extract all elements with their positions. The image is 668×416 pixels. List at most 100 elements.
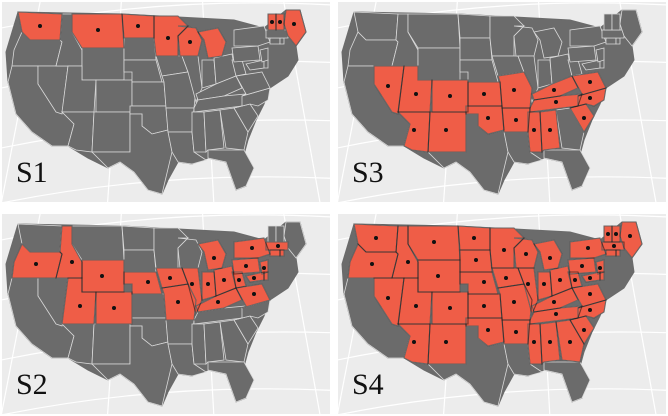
selected-region xyxy=(11,225,289,325)
centroid-dot-mo xyxy=(512,300,516,304)
selected-state-ri xyxy=(279,249,285,257)
selected-state-outline-il xyxy=(181,267,203,316)
centroid-dot-me xyxy=(292,22,296,26)
map-panel-s2: S2 xyxy=(2,214,330,414)
centroid-dot-va xyxy=(588,292,592,296)
state-ar xyxy=(165,107,195,133)
centroid-dot-ms xyxy=(532,128,536,132)
us-map-s3 xyxy=(338,2,666,202)
state-layer xyxy=(7,221,307,407)
selected-state-outline-nh xyxy=(611,225,621,243)
centroid-dot-wa xyxy=(374,236,378,240)
selected-state-outline-co xyxy=(431,291,469,325)
selected-state-outline-vt xyxy=(267,13,277,31)
centroid-dot-tn xyxy=(554,100,558,104)
centroid-dot-nd xyxy=(136,24,140,28)
centroid-dot-ky xyxy=(216,300,220,304)
selected-state-outline-ky xyxy=(195,287,243,313)
selected-state-outline-mt xyxy=(71,13,125,49)
centroid-dot-ut xyxy=(414,304,418,308)
selected-state-outline-ny xyxy=(569,237,607,259)
state-wy xyxy=(81,47,125,81)
state-wy xyxy=(417,47,461,81)
centroid-dot-nd xyxy=(472,236,476,240)
centroid-dot-nj xyxy=(262,266,266,270)
map-panel-s4: S4 xyxy=(338,214,666,414)
state-ri xyxy=(615,37,621,45)
centroid-dot-or xyxy=(370,262,374,266)
centroid-dot-co xyxy=(448,306,452,310)
centroid-dot-sd xyxy=(474,258,478,262)
centroid-dot-in xyxy=(206,282,210,286)
selected-state-outline-mn xyxy=(153,15,189,57)
centroid-dot-va xyxy=(252,292,256,296)
selected-state-outline-wi xyxy=(177,25,203,57)
selected-state-outline-ky xyxy=(531,75,579,101)
selected-state-outline-wv xyxy=(567,271,583,289)
selected-state-outline-nj xyxy=(259,259,269,275)
selected-state-nm xyxy=(427,111,467,153)
centroid-dot-id xyxy=(406,260,410,264)
selected-state-outline-co xyxy=(431,79,469,113)
state-nc xyxy=(233,87,271,109)
centroid-dot-wv xyxy=(237,278,241,282)
centroid-dot-ne xyxy=(482,280,486,284)
centroid-dot-ut xyxy=(414,92,418,96)
state-mt xyxy=(71,225,125,261)
selected-state-outline-mi xyxy=(197,27,227,59)
centroid-dot-mn xyxy=(166,36,170,40)
centroid-dot-id xyxy=(70,260,74,264)
us-map-s2 xyxy=(2,214,330,414)
centroid-dot-mt xyxy=(96,28,100,32)
state-vt xyxy=(603,13,613,31)
state-me xyxy=(283,221,307,259)
state-in xyxy=(201,59,217,89)
us-map-s4 xyxy=(338,214,666,414)
centroid-dot-mi xyxy=(212,256,216,260)
centroid-dot-in xyxy=(542,282,546,286)
state-nj xyxy=(595,47,605,63)
centroid-dot-ok xyxy=(486,328,490,332)
us-map-s1 xyxy=(2,2,330,202)
state-co xyxy=(95,79,133,113)
selected-state-outline-ms xyxy=(527,111,543,153)
centroid-dot-or xyxy=(34,262,38,266)
selected-state-outline-ga xyxy=(555,319,585,363)
centroid-dots xyxy=(370,232,632,344)
centroid-dot-ks xyxy=(482,92,486,96)
centroid-dot-ms xyxy=(532,340,536,344)
centroid-dot-il xyxy=(526,282,530,286)
state-pa xyxy=(567,45,597,63)
centroid-dot-ma xyxy=(612,244,616,248)
state-pa xyxy=(231,45,261,63)
state-al xyxy=(203,109,225,153)
state-ma xyxy=(265,29,289,39)
state-ar xyxy=(165,319,195,345)
graticule-latitude-line xyxy=(339,176,666,202)
centroid-dot-ny xyxy=(250,246,254,250)
centroid-dots xyxy=(38,20,296,44)
state-fl xyxy=(543,361,591,403)
selected-state-outline-ny xyxy=(233,237,271,259)
centroid-dot-wy xyxy=(436,274,440,278)
centroid-dot-mn xyxy=(502,248,506,252)
state-al xyxy=(203,321,225,365)
state-mt xyxy=(407,13,461,49)
state-layer xyxy=(7,13,289,195)
state-ga xyxy=(219,107,249,151)
centroid-dot-oh xyxy=(222,278,226,282)
state-tx xyxy=(91,113,173,195)
centroid-dot-az xyxy=(412,128,416,132)
centroid-dot-mi xyxy=(548,256,552,260)
centroid-dot-nm xyxy=(444,340,448,344)
state-ga xyxy=(555,107,585,151)
state-ny xyxy=(233,25,271,47)
centroid-dots xyxy=(386,80,592,132)
centroid-dot-vt xyxy=(270,20,274,24)
selected-region xyxy=(347,221,643,366)
state-fl xyxy=(543,149,591,191)
centroid-dot-ar xyxy=(514,330,518,334)
selected-state-outline-nm xyxy=(427,111,467,153)
centroid-dot-nm xyxy=(444,128,448,132)
state-nc xyxy=(233,299,271,321)
